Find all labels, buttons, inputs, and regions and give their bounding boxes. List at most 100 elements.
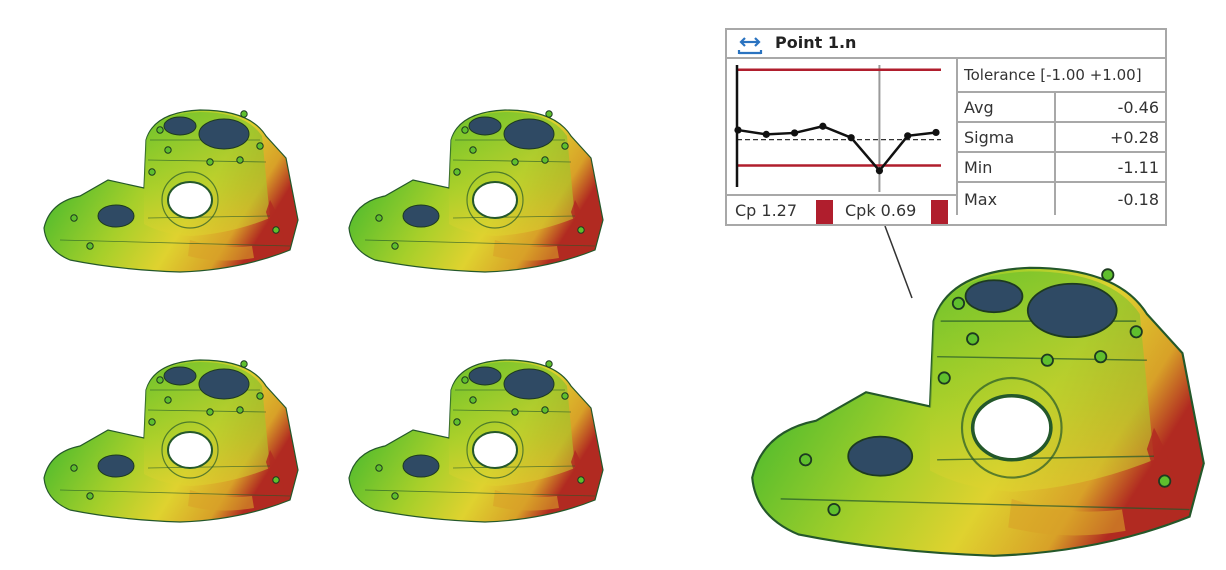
part-edge [59, 489, 291, 497]
part-bolt-boss [453, 418, 461, 426]
part-graphic [348, 109, 604, 273]
part-deviation-region [188, 240, 254, 261]
part-bolt-boss [1129, 325, 1143, 339]
part-bolt-boss [561, 392, 569, 400]
part-bolt-boss [937, 371, 951, 385]
part-bolt-boss [1040, 353, 1054, 367]
part-bolt-boss [156, 376, 164, 384]
series-line [737, 124, 937, 173]
part-edge [59, 239, 291, 247]
part-bolt-boss [240, 110, 248, 118]
part-bolt-boss [375, 464, 383, 472]
part-bore-rim [466, 421, 524, 479]
part-hole [163, 366, 197, 386]
control-chart [734, 65, 941, 192]
part-hole [198, 368, 250, 400]
data-point-2 [762, 130, 770, 138]
part-bolt-boss [148, 418, 156, 426]
stat-label-sigma: Sigma [956, 122, 1055, 153]
part-thumbnail-bottom-right [345, 350, 607, 530]
part-main-view [745, 250, 1211, 570]
part-edge [364, 489, 596, 497]
part-hole [198, 118, 250, 150]
part-deviation-region [188, 490, 254, 511]
part-hole [964, 279, 1024, 314]
part-edge [364, 239, 596, 247]
stat-value-min: -1.11 [1054, 152, 1165, 183]
part-bolt-boss [164, 396, 172, 404]
part-bolt-boss [164, 146, 172, 154]
part-bolt-boss [541, 406, 549, 414]
part-hole [468, 366, 502, 386]
part-bolt-boss [86, 242, 94, 250]
stat-label-min: Min [956, 152, 1055, 183]
part-thumbnail-bottom-left [40, 350, 302, 530]
part-bore [970, 394, 1053, 462]
panel-header: Point 1.n [727, 30, 1165, 59]
part-bolt-boss [827, 502, 841, 517]
table-row: Max -0.18 [956, 182, 1165, 215]
stat-value-sigma: +0.28 [1054, 122, 1165, 153]
part-bolt-boss [511, 408, 519, 416]
part-bolt-boss [511, 158, 519, 166]
part-bolt-boss [469, 396, 477, 404]
part-bore-rim [161, 171, 219, 229]
table-row: Avg -0.46 [956, 92, 1165, 123]
part-bolt-boss [453, 168, 461, 176]
data-point-8 [932, 128, 940, 137]
part-bolt-boss [541, 156, 549, 164]
part-graphic [348, 359, 604, 523]
table-row: Min -1.11 [956, 152, 1165, 183]
part-hole [847, 435, 914, 477]
part-hole [468, 116, 502, 136]
stat-label-avg: Avg [956, 92, 1055, 123]
part-hole [402, 454, 440, 478]
part-hole [503, 368, 555, 400]
part-bolt-boss [391, 242, 399, 250]
capability-row: Cp 1.27 Cpk 0.69 [727, 194, 956, 226]
part-bolt-boss [545, 110, 553, 118]
part-hole [163, 116, 197, 136]
part-bore [472, 431, 518, 469]
cp-status-bar [816, 200, 833, 224]
part-bolt-boss [1094, 350, 1108, 364]
stat-label-max: Max [956, 182, 1055, 215]
measurement-callout-panel: Point 1.n Cp 1.27 Cpk 0.69 Tolerance [-1… [725, 28, 1167, 226]
part-bolt-boss [391, 492, 399, 500]
part-bolt-boss [206, 408, 214, 416]
table-row: Sigma +0.28 [956, 122, 1165, 153]
statistics-table: Tolerance [-1.00 +1.00] Avg -0.46 Sigma … [956, 59, 1165, 215]
part-bolt-boss [461, 376, 469, 384]
part-deviation-region [493, 490, 559, 511]
data-point-1 [734, 126, 742, 134]
part-bolt-boss [1158, 474, 1172, 488]
part-bore [472, 181, 518, 219]
part-bolt-boss [70, 464, 78, 472]
part-bolt-boss [156, 126, 164, 134]
part-hole [97, 454, 135, 478]
cpk-value: Cpk 0.69 [845, 201, 917, 220]
part-bore-rim [466, 171, 524, 229]
data-point-6 [875, 167, 884, 175]
part-graphic [751, 266, 1205, 557]
part-bolt-boss [206, 158, 214, 166]
part-bolt-boss [1101, 268, 1115, 282]
part-bolt-boss [86, 492, 94, 500]
part-bolt-boss [951, 296, 966, 310]
part-thumbnail-top-right [345, 100, 607, 280]
part-bolt-boss [577, 476, 585, 484]
part-edge [780, 498, 1190, 511]
part-hole [1026, 282, 1118, 338]
part-bolt-boss [148, 168, 156, 176]
part-bolt-boss [577, 226, 585, 234]
part-hole [97, 204, 135, 228]
data-point-7 [904, 132, 912, 140]
part-bolt-boss [375, 214, 383, 222]
part-deviation-region [493, 240, 559, 261]
part-bolt-boss [798, 453, 813, 467]
part-graphic [43, 109, 299, 273]
part-bolt-boss [461, 126, 469, 134]
part-hole [503, 118, 555, 150]
part-bolt-boss [561, 142, 569, 150]
